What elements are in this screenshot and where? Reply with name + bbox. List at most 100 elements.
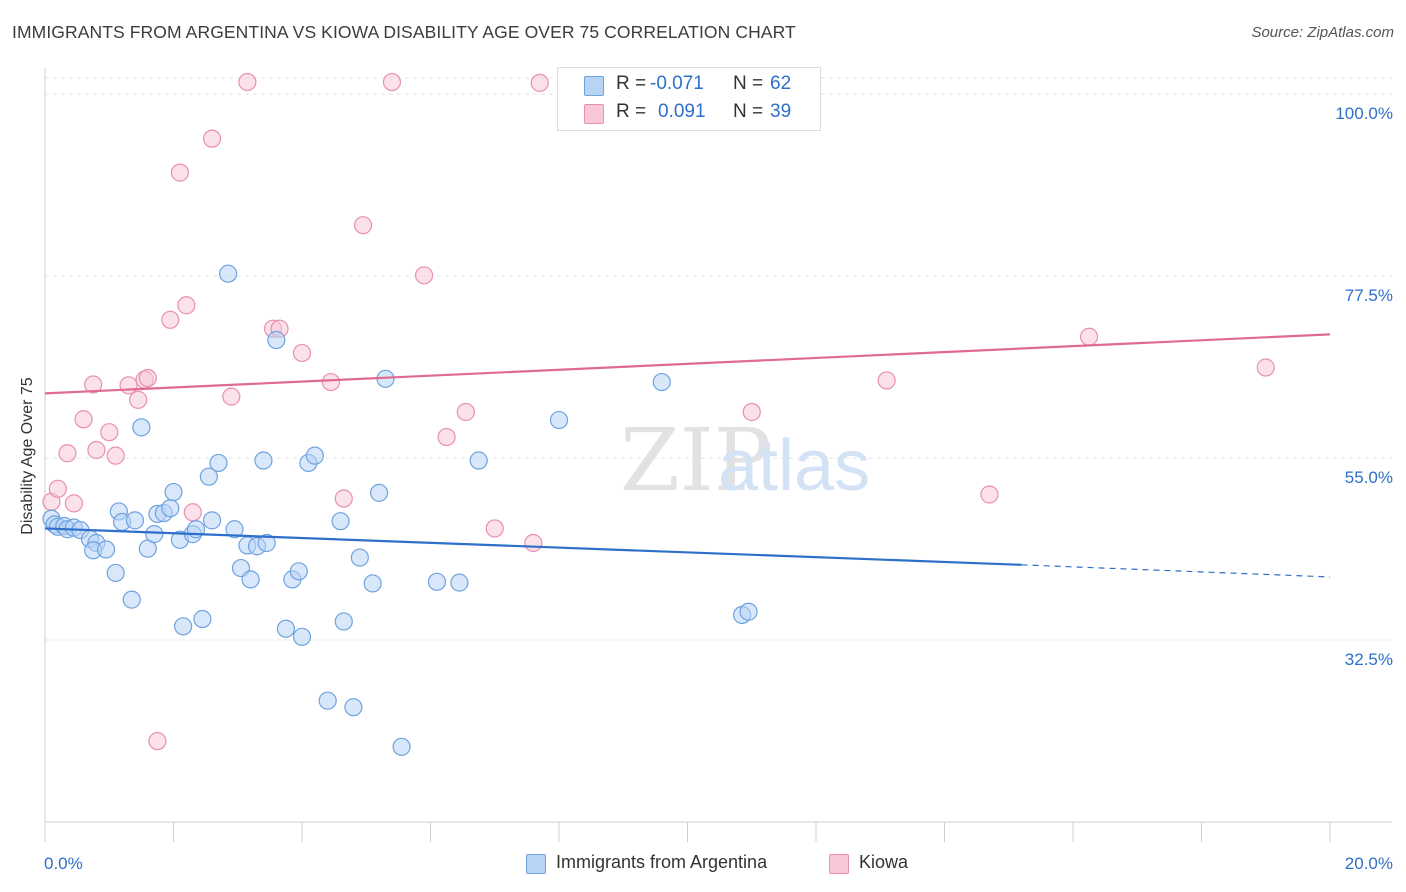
kiowa-point [74, 410, 93, 429]
argentina-point [219, 264, 238, 283]
argentina-point [289, 562, 308, 581]
argentina-point [132, 418, 151, 437]
stats-box: R = -0.071 N = 62 R = 0.091 N = 39 [557, 67, 821, 131]
kiowa-point [524, 533, 543, 553]
stats-row-kiowa: R = 0.091 N = 39 [558, 101, 820, 127]
kiowa-point [414, 266, 434, 285]
x-tick-label: 20.0% [1345, 854, 1393, 873]
argentina-point [739, 602, 758, 621]
kiowa-point [292, 343, 312, 363]
argentina-point [427, 572, 447, 591]
argentina-point [209, 453, 228, 473]
argentina-legend-swatch [526, 854, 546, 874]
kiowa-point [129, 390, 148, 409]
argentina-point [122, 590, 141, 609]
kiowa-point [1079, 327, 1099, 346]
kiowa-point [202, 129, 222, 148]
argentina-point [363, 574, 382, 593]
argentina-point [392, 737, 411, 756]
legend-item-argentina[interactable]: Immigrants from Argentina [526, 852, 806, 876]
argentina-point [96, 540, 116, 559]
kiowa-point [106, 446, 125, 465]
r-value: 0.091 [658, 101, 706, 122]
kiowa-legend-swatch [829, 854, 849, 874]
kiowa-point [238, 72, 257, 92]
trend-lines [44, 333, 1331, 578]
argentina-point [174, 617, 193, 636]
axes [44, 68, 1392, 842]
x-tick-labels: 0.0% 20.0% [44, 854, 1393, 873]
y-tick-label: 77.5% [1345, 286, 1393, 305]
argentina-point [164, 482, 183, 502]
argentina-point [549, 410, 569, 430]
argentina-swatch [584, 76, 604, 96]
watermark-atlas: atlas [718, 426, 870, 506]
kiowa-point [742, 402, 761, 422]
argentina-point [331, 512, 350, 531]
kiowa-point [980, 485, 999, 504]
kiowa-point [148, 732, 167, 751]
argentina-point [350, 548, 369, 567]
argentina-point [193, 609, 212, 629]
kiowa-point [382, 72, 402, 92]
argentina-point [305, 446, 324, 465]
argentina-point [202, 511, 222, 530]
kiowa-point [334, 489, 353, 508]
argentina-point [276, 619, 296, 638]
y-tick-labels: 32.5% 55.0% 77.5% 100.0% [1335, 104, 1393, 669]
kiowa-point [183, 503, 202, 522]
kiowa-point [877, 371, 896, 390]
argentina-point [241, 570, 260, 589]
n-value: 39 [770, 101, 792, 122]
watermark-zip: ZIP [620, 411, 772, 511]
kiowa-point [177, 296, 196, 315]
argentina-point [318, 691, 337, 710]
x-tick-label: 0.0% [44, 854, 83, 873]
y-tick-label: 55.0% [1345, 468, 1393, 487]
argentina-point [257, 533, 276, 553]
legend-label: Kiowa [859, 852, 909, 872]
kiowa-point [64, 494, 84, 513]
kiowa-point [84, 375, 103, 394]
kiowa-point [58, 444, 77, 463]
y-tick-label: 100.0% [1335, 104, 1393, 123]
argentina-point [344, 698, 363, 717]
kiowa-point [119, 376, 138, 395]
legend-label: Immigrants from Argentina [556, 852, 768, 872]
argentina-point [370, 483, 389, 502]
argentina-point [334, 612, 353, 631]
argentina-point [225, 520, 244, 539]
kiowa-point [321, 372, 341, 392]
argentina-point [469, 451, 488, 470]
kiowa-point [1256, 358, 1275, 377]
kiowa-point [485, 519, 504, 538]
argentina-point [161, 499, 180, 518]
legend-item-kiowa[interactable]: Kiowa [829, 852, 929, 876]
argentina-point [267, 330, 286, 350]
kiowa-point [87, 440, 106, 460]
kiowa-swatch [584, 104, 604, 124]
r-label: R = [616, 73, 647, 94]
argentina-point [125, 511, 145, 530]
stats-row-argentina: R = -0.071 N = 62 [558, 73, 820, 99]
kiowa-point [456, 402, 475, 422]
kiowa-trend-line [44, 333, 1331, 395]
gridlines [45, 77, 1392, 641]
argentina-point [254, 451, 273, 470]
source-credit: Source: ZipAtlas.com [1251, 24, 1394, 41]
argentina-point [450, 573, 469, 592]
kiowa-point [138, 368, 157, 388]
argentina-trend-extension [1021, 564, 1331, 578]
argentina-point [106, 563, 125, 583]
kiowa-point [161, 310, 180, 329]
argentina-point [145, 525, 164, 544]
argentina-point [199, 467, 218, 486]
data-points [42, 72, 1275, 756]
n-label: N = [733, 101, 764, 122]
kiowa-point [100, 423, 119, 442]
kiowa-point [530, 73, 549, 92]
n-value: 62 [770, 73, 792, 94]
n-label: N = [733, 73, 764, 94]
kiowa-point [222, 387, 241, 406]
